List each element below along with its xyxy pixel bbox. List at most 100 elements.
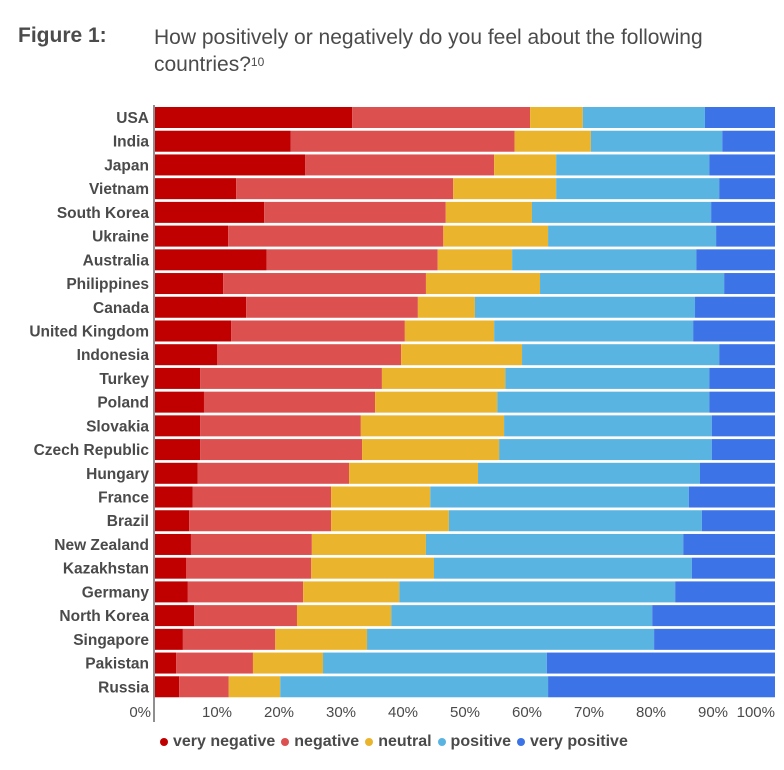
legend-dot-icon (437, 738, 446, 746)
category-label: New Zealand (54, 537, 149, 554)
bar-segment-neutral (443, 225, 549, 247)
bar-segment-very-negative (155, 344, 217, 366)
category-label: India (113, 134, 150, 151)
bar-segment-negative (352, 107, 531, 128)
bar-segment-neutral (275, 628, 368, 650)
x-tick-label: 70% (574, 704, 604, 721)
bar-segment-positive (582, 107, 705, 128)
bar-segment-positive (505, 367, 710, 389)
bar-segment-negative (266, 249, 438, 271)
bar-segment-very-positive (691, 557, 775, 579)
category-label: Poland (97, 395, 149, 412)
bar-segment-neutral (331, 510, 449, 532)
bar-segment-very-negative (155, 296, 247, 318)
bar-segment-positive (430, 486, 689, 508)
x-tick-label: 50% (450, 704, 480, 721)
category-label: Slovakia (86, 418, 149, 435)
bar-segment-negative (203, 391, 376, 413)
legend-item: positive (437, 733, 512, 751)
bar-segment-very-positive (683, 533, 775, 555)
bar-segment-very-positive (719, 178, 775, 200)
bar-segment-negative (192, 486, 332, 508)
bar-segment-negative (236, 178, 454, 200)
bar-segment-positive (367, 628, 655, 650)
legend-item: negative (281, 733, 359, 751)
bar-segment-very-positive (693, 320, 775, 342)
bar-segment-neutral (375, 391, 498, 413)
category-label: Hungary (86, 466, 149, 483)
bar-segment-positive (556, 154, 710, 176)
bar-segment-very-positive (716, 225, 775, 247)
x-axis-ticks: 0% 10% 20% 30% 40% 50% 60% 70% 80% 90% 100% (129, 704, 775, 721)
bar-segment-very-positive (701, 510, 775, 532)
bar-segment-positive (434, 557, 692, 579)
bar-segment-neutral (401, 344, 523, 366)
bar-segment-very-positive (688, 486, 775, 508)
bar-segment-positive (540, 273, 725, 295)
bar-segment-negative (179, 676, 229, 698)
bar-segment-negative (223, 273, 426, 295)
bar-segment-very-positive (548, 676, 775, 698)
bar-segment-very-positive (709, 367, 775, 389)
bar-segment-positive (497, 391, 710, 413)
bar-segment-neutral (437, 249, 513, 271)
bar-segment-positive (323, 652, 547, 674)
category-label: Czech Republic (34, 442, 150, 459)
bar-segment-very-positive (704, 107, 775, 128)
bar-segment-very-positive (711, 201, 775, 223)
bar-segment-neutral (445, 201, 532, 223)
category-label: Vietnam (89, 181, 149, 198)
category-label: United Kingdom (29, 323, 149, 340)
bar-segment-very-positive (652, 605, 775, 627)
x-tick-label: 60% (512, 704, 542, 721)
bar-segment-very-negative (155, 510, 190, 532)
bar-segment-very-positive (654, 628, 775, 650)
legend-item: very negative (160, 733, 275, 751)
bar-segment-negative (200, 367, 382, 389)
legend-dot-icon (365, 738, 374, 746)
chart-legend: very negative negative neutral positive very… (160, 733, 628, 751)
bar-segment-very-negative (155, 249, 267, 271)
bar-segment-very-negative (155, 201, 265, 223)
bar-segment-very-negative (155, 439, 201, 461)
legend-label: neutral (378, 733, 432, 750)
figure-label: Figure 1: (18, 24, 107, 47)
legend-dot-icon (281, 738, 290, 746)
bar-segment-negative (190, 533, 312, 555)
legend-item: very positive (517, 733, 628, 751)
bar-segment-very-negative (155, 178, 237, 200)
bar-segment-neutral (362, 439, 500, 461)
category-label: North Korea (59, 608, 149, 625)
bar-segment-very-positive (709, 391, 775, 413)
bar-segment-very-positive (711, 415, 775, 437)
x-tick-label: 100% (737, 704, 775, 721)
category-labels: USA India Japan Vietnam South Korea Ukraine Au… (29, 110, 149, 696)
bar-segment-positive (391, 605, 653, 627)
bar-segment-neutral (514, 130, 591, 152)
bar-segment-neutral (349, 462, 479, 484)
bar-segment-very-negative (155, 415, 201, 437)
bar-segment-negative (197, 462, 350, 484)
bar-segment-positive (425, 533, 684, 555)
bar-segment-very-negative (155, 391, 204, 413)
category-label: Pakistan (85, 656, 149, 673)
bar-segment-neutral (311, 533, 426, 555)
category-label: Turkey (99, 371, 149, 388)
figure-title-text: How positively or negatively do you feel… (154, 26, 703, 76)
bar-segment-very-negative (155, 628, 183, 650)
bar-segment-very-positive (675, 581, 775, 603)
category-label: Germany (82, 584, 150, 601)
bar-segment-very-positive (546, 652, 775, 674)
legend-dot-icon (160, 738, 168, 746)
bar-segment-very-negative (155, 676, 180, 698)
bar-segment-neutral (453, 178, 557, 200)
legend-label: positive (450, 733, 512, 750)
bars-group (155, 107, 775, 698)
bar-segment-positive (399, 581, 676, 603)
bar-segment-negative (182, 628, 276, 650)
figure-title: How positively or negatively do you feel… (154, 24, 774, 78)
x-tick-label: 90% (698, 704, 728, 721)
bar-segment-neutral (404, 320, 495, 342)
bar-segment-positive (499, 439, 712, 461)
bar-segment-neutral (360, 415, 505, 437)
